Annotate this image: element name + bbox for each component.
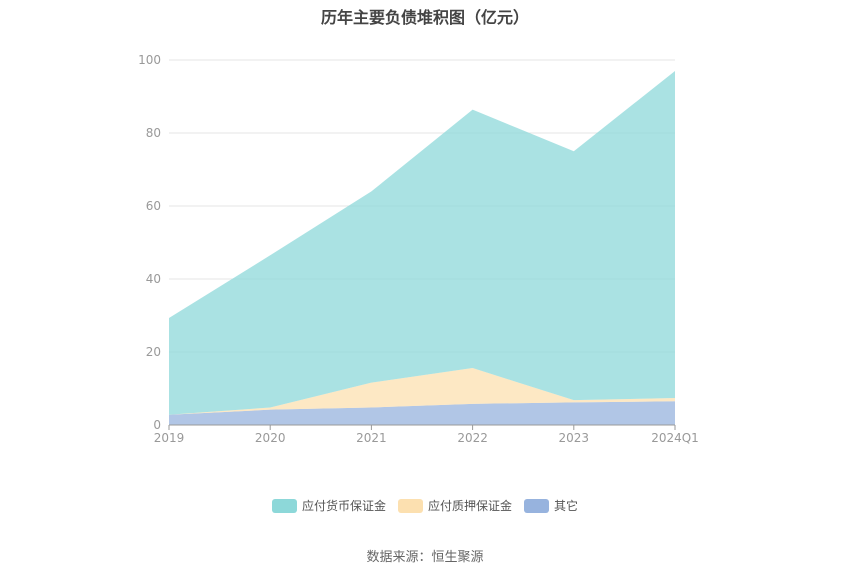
data-source-note: 数据来源：恒生聚源 [366, 550, 484, 565]
legend-item[interactable]: 应付货币保证金 [271, 497, 386, 514]
legend-swatch [524, 498, 549, 513]
legend-label: 其它 [554, 499, 579, 513]
legend-swatch [271, 498, 297, 513]
x-tick-label: 2023 [559, 431, 590, 445]
legend-item[interactable]: 应付质押保证金 [397, 497, 512, 514]
x-tick-label: 2020 [255, 431, 286, 445]
chart-legend: 应付货币保证金 应付质押保证金 其它 [0, 497, 850, 514]
legend-label: 应付质押保证金 [427, 499, 512, 513]
legend-item[interactable]: 其它 [524, 497, 578, 514]
legend-swatch [397, 498, 423, 513]
y-tick-label: 40 [146, 272, 161, 286]
x-tick-label: 2019 [154, 431, 185, 445]
area-series-0 [169, 401, 675, 425]
area-series-2 [169, 70, 675, 415]
x-tick-label: 2024Q1 [651, 431, 699, 445]
y-tick-label: 0 [153, 418, 161, 432]
y-tick-label: 80 [146, 126, 161, 140]
area-series-1 [169, 368, 675, 415]
legend-label: 应付货币保证金 [301, 499, 386, 513]
y-tick-label: 60 [146, 199, 161, 213]
x-tick-label: 2021 [356, 431, 387, 445]
chart-title: 历年主要负债堆积图（亿元） [320, 8, 529, 27]
x-tick-label: 2022 [457, 431, 488, 445]
y-tick-label: 20 [146, 345, 161, 359]
y-tick-label: 100 [138, 53, 161, 67]
